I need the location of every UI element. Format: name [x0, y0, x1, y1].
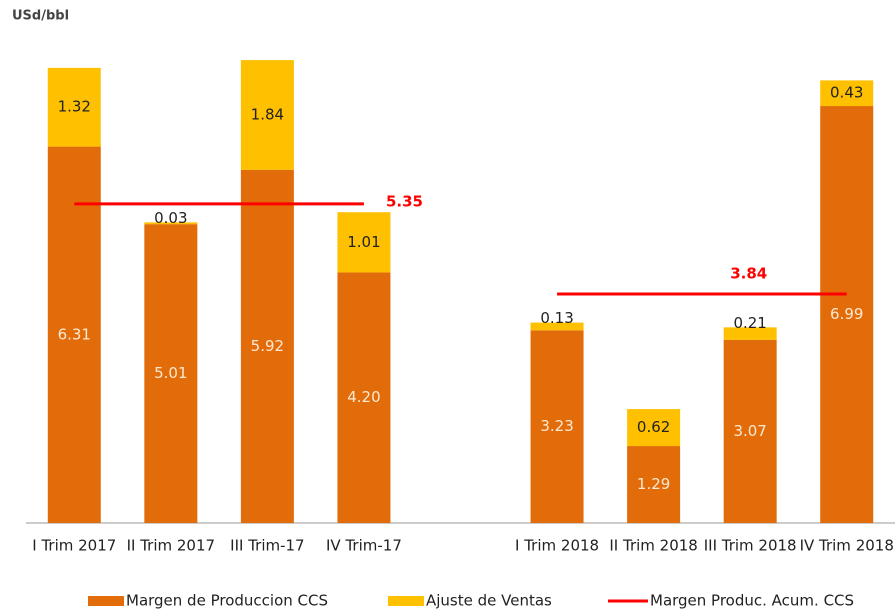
data-label: 4.20 [347, 388, 380, 406]
data-label: 5.92 [251, 337, 284, 355]
bar-segment [47, 146, 101, 523]
bar-segment [337, 272, 391, 523]
x-tick-label: IV Trim-17 [326, 537, 402, 555]
line-label: 5.35 [386, 192, 423, 210]
legend-label: Margen Produc. Acum. CCS [650, 592, 854, 610]
data-label: 0.21 [733, 314, 766, 332]
x-tick-label: I Trim 2017 [32, 537, 116, 555]
bar-segment [723, 339, 777, 523]
bar-segment [240, 169, 294, 523]
bar-segment [47, 67, 101, 147]
legend-label: Ajuste de Ventas [426, 592, 552, 610]
data-label: 1.84 [251, 105, 284, 123]
data-label: 3.07 [733, 422, 766, 440]
axis-unit-title: USd/bbl [12, 9, 69, 24]
data-label: 6.99 [830, 305, 863, 323]
data-label: 3.23 [540, 417, 573, 435]
x-tick-label: IV Trim 2018 [800, 537, 894, 555]
x-tick-label: III Trim 2018 [704, 537, 797, 555]
bar-segment [144, 222, 198, 225]
data-label: 0.13 [540, 309, 573, 327]
bar-segment [820, 80, 874, 107]
bar-segment [337, 212, 391, 273]
data-label: 0.43 [830, 84, 863, 102]
legend-swatch [88, 596, 124, 606]
x-tick-label: I Trim 2018 [515, 537, 599, 555]
bar-segment [723, 327, 777, 340]
data-label: 1.29 [637, 475, 670, 493]
bar-segment [530, 322, 584, 331]
data-label: 6.31 [58, 325, 91, 343]
data-label: 0.62 [637, 418, 670, 436]
bar-segment [144, 224, 198, 523]
data-label: 1.32 [58, 98, 91, 116]
line-label: 3.84 [730, 264, 767, 282]
bar-segment [530, 330, 584, 523]
x-tick-label: II Trim 2017 [127, 537, 215, 555]
bar-segment [820, 106, 874, 524]
bar-segment [627, 409, 681, 447]
legend-swatch [388, 596, 424, 606]
bar-segment [627, 446, 681, 523]
data-label: 5.01 [154, 364, 187, 382]
x-tick-label: III Trim-17 [230, 537, 304, 555]
bar-segment [240, 60, 294, 170]
data-label: 0.03 [154, 209, 187, 227]
x-tick-label: II Trim 2018 [609, 537, 697, 555]
data-label: 1.01 [347, 233, 380, 251]
legend-label: Margen de Produccion CCS [126, 592, 328, 610]
